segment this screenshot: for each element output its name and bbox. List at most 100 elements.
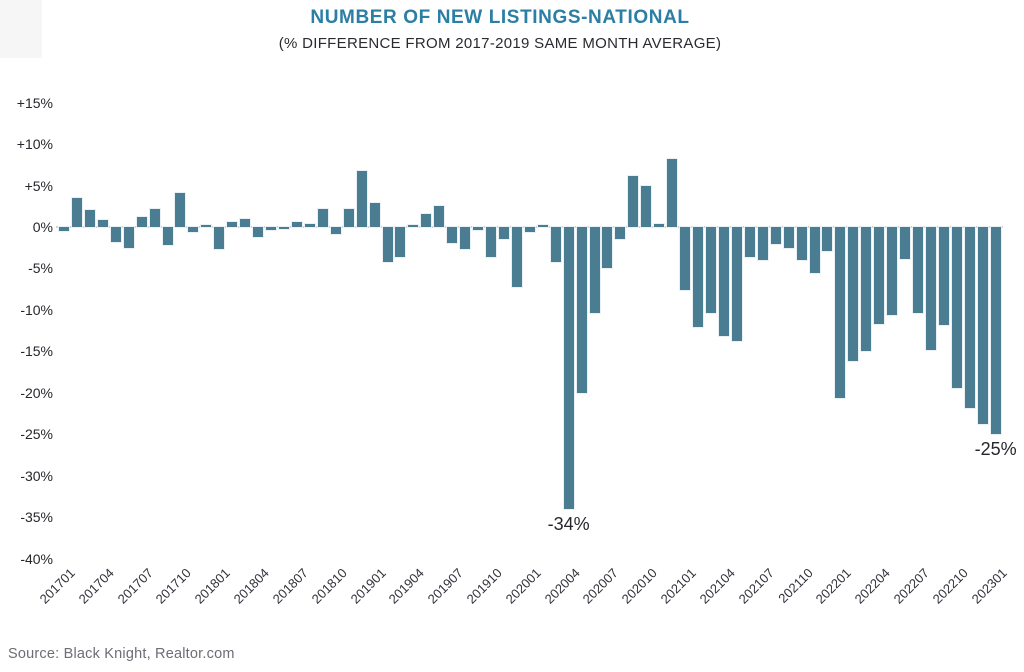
bar (434, 206, 445, 227)
x-tick-label: 201810 (308, 565, 350, 607)
bar (460, 227, 471, 249)
x-tick-label: 201901 (347, 565, 389, 607)
bar (97, 220, 108, 227)
y-tick-label: +10% (16, 136, 53, 153)
bar (757, 227, 768, 261)
x-tick-label: 202107 (735, 565, 777, 607)
bar (680, 227, 691, 291)
bar (71, 197, 82, 227)
bar (887, 227, 898, 315)
x-tick-label: 202110 (774, 565, 816, 606)
bar (848, 227, 859, 362)
y-tick-label: -10% (20, 301, 53, 318)
bar (343, 208, 354, 227)
x-tick-label: 202301 (968, 565, 1010, 607)
bar (524, 227, 535, 232)
bar (706, 227, 716, 314)
x-tick-label: 201910 (463, 565, 505, 607)
bar (900, 227, 911, 259)
bar (718, 227, 729, 337)
bar (796, 227, 807, 261)
x-tick-label: 202007 (580, 565, 622, 607)
bar (408, 224, 419, 227)
y-tick-label: -20% (20, 384, 53, 401)
source-note: Source: Black Knight, Realtor.com (8, 646, 235, 662)
bar (84, 209, 95, 227)
bar (913, 227, 924, 314)
bar (628, 176, 639, 227)
bar (486, 227, 497, 257)
bar (615, 227, 626, 239)
x-tick-label: 202104 (696, 565, 738, 607)
x-tick-label: 202210 (929, 565, 971, 607)
y-tick-label: -35% (20, 509, 53, 526)
bar (395, 227, 406, 257)
bar (537, 224, 548, 227)
x-tick-label: 202201 (813, 565, 855, 607)
bar (835, 227, 846, 398)
x-tick-label: 201804 (230, 565, 272, 607)
bar (162, 227, 173, 246)
y-tick-label: 0% (32, 219, 53, 235)
bar (951, 227, 962, 388)
bar (136, 217, 147, 227)
x-tick-label: 201704 (75, 565, 117, 607)
y-tick-label: +5% (24, 177, 53, 194)
bar (253, 227, 264, 237)
bar (938, 227, 949, 325)
bar (874, 227, 885, 325)
bar (550, 227, 561, 262)
x-tick-label: 202207 (890, 565, 932, 607)
bar (731, 227, 742, 341)
bar (240, 218, 251, 227)
x-tick-label: 201907 (424, 565, 467, 607)
bar (511, 227, 522, 287)
bar (227, 222, 238, 227)
bar (822, 227, 833, 252)
bar (421, 213, 432, 227)
x-tick-label: 201807 (269, 565, 311, 607)
x-tick-label: 201710 (153, 565, 195, 607)
bar (990, 227, 1001, 435)
y-tick-label: -5% (28, 260, 53, 277)
y-tick-label: -25% (20, 426, 53, 443)
bar (602, 227, 613, 268)
bar (149, 208, 160, 227)
bar (59, 227, 69, 232)
bar (304, 223, 315, 227)
x-tick-label: 202004 (541, 565, 583, 607)
bar (382, 227, 393, 262)
bar (317, 208, 328, 227)
y-tick-label: -15% (20, 343, 53, 360)
x-tick-label: 201904 (385, 565, 428, 607)
bar (473, 227, 484, 231)
bar (667, 159, 678, 227)
bar (861, 227, 872, 351)
bar (563, 227, 574, 509)
annotation-label: -25% (974, 439, 1017, 460)
bar (188, 227, 199, 232)
bar (964, 227, 975, 408)
bar (576, 227, 587, 393)
bar (977, 227, 988, 424)
bar (744, 227, 755, 257)
bar (330, 227, 341, 235)
bar (266, 227, 277, 231)
bar (369, 202, 380, 227)
bar (356, 171, 367, 227)
bar (447, 227, 458, 243)
bar (123, 227, 134, 248)
y-tick-label: -30% (20, 467, 53, 484)
bar (291, 222, 302, 227)
y-tick-label: +15% (16, 94, 53, 111)
annotation-label: -34% (547, 513, 590, 534)
bar (770, 227, 781, 245)
bar (498, 227, 509, 239)
chart-title: NUMBER OF NEW LISTINGS-NATIONAL (310, 7, 690, 28)
bar (589, 227, 600, 314)
background-artifact (0, 0, 42, 58)
chart-subtitle: (% DIFFERENCE FROM 2017-2019 SAME MONTH … (278, 35, 722, 52)
bar (201, 224, 212, 227)
bar (783, 227, 794, 248)
